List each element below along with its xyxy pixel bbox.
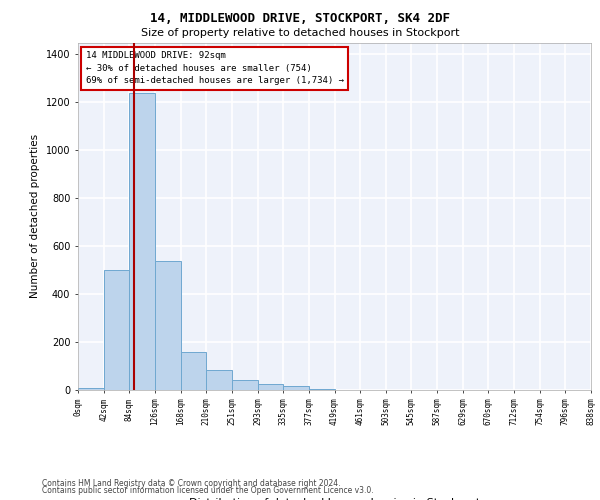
Bar [206,370,232,390]
Text: 14 MIDDLEWOOD DRIVE: 92sqm
← 30% of detached houses are smaller (754)
69% of sem: 14 MIDDLEWOOD DRIVE: 92sqm ← 30% of deta… [86,51,344,85]
Bar [104,270,130,390]
Text: 14, MIDDLEWOOD DRIVE, STOCKPORT, SK4 2DF: 14, MIDDLEWOOD DRIVE, STOCKPORT, SK4 2DF [150,12,450,26]
X-axis label: Distribution of detached houses by size in Stockport: Distribution of detached houses by size … [189,498,480,500]
Bar [309,389,335,390]
Text: Contains public sector information licensed under the Open Government Licence v3: Contains public sector information licen… [42,486,374,495]
Text: Contains HM Land Registry data © Crown copyright and database right 2024.: Contains HM Land Registry data © Crown c… [42,478,341,488]
Bar [130,93,155,390]
Bar [257,384,283,390]
Bar [181,352,206,390]
Bar [78,388,104,390]
Y-axis label: Number of detached properties: Number of detached properties [30,134,40,298]
Bar [155,260,181,390]
Bar [232,380,257,390]
Text: Size of property relative to detached houses in Stockport: Size of property relative to detached ho… [141,28,459,38]
Bar [283,386,309,390]
